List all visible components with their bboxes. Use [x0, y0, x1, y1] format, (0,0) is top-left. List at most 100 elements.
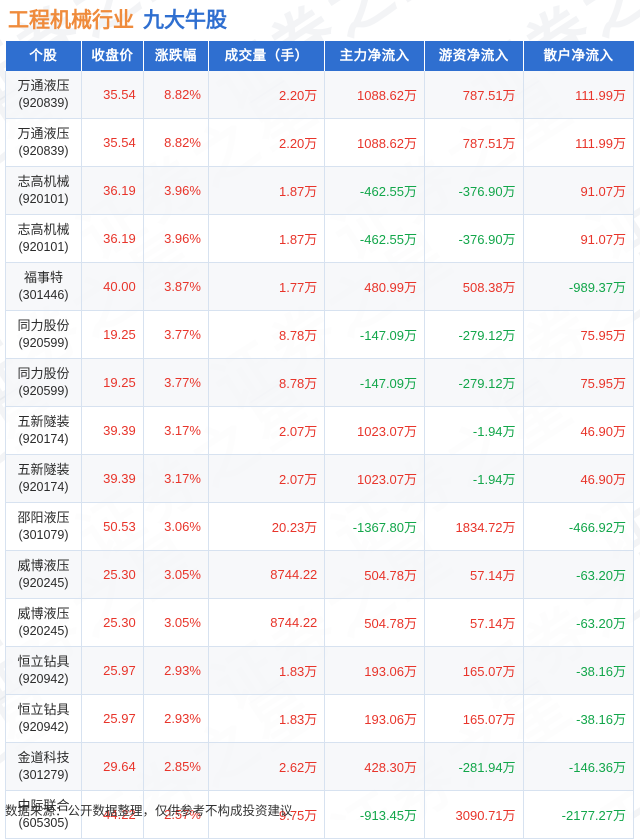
cell-stock-name[interactable]: 同力股份 (920599)	[5, 358, 82, 407]
cell-volume: 20.23万	[207, 502, 326, 551]
cell-volume: 8.78万	[207, 358, 326, 407]
cell-retail-netflow: 91.07万	[522, 166, 635, 215]
cell-close-price: 25.30	[80, 550, 144, 599]
cell-hot-money-netflow: 57.14万	[424, 550, 524, 599]
cell-close-price: 19.25	[80, 358, 144, 407]
column-header-hot[interactable]: 游资净流入	[424, 41, 524, 71]
column-header-vol[interactable]: 成交量（手）	[208, 41, 326, 71]
cell-stock-name[interactable]: 邵阳液压 (301079)	[5, 502, 82, 551]
cell-main-netflow: 480.99万	[324, 262, 426, 311]
cell-stock-name[interactable]: 威博液压 (920245)	[5, 550, 82, 599]
cell-stock-name[interactable]: 金道科技 (301279)	[5, 742, 82, 791]
stock-code-label: (920942)	[18, 719, 69, 734]
cell-volume: 8744.22	[207, 598, 326, 647]
column-header-name[interactable]: 个股	[5, 41, 82, 71]
cell-main-netflow: -462.55万	[324, 214, 426, 263]
cell-volume: 2.20万	[207, 118, 326, 167]
cell-stock-name[interactable]: 五新隧装 (920174)	[5, 406, 82, 455]
table-row[interactable]: 邵阳液压 (301079) 50.53 3.06% 20.23万 -1367.80万 183…	[5, 502, 635, 551]
stock-name-label: 同力股份	[17, 318, 70, 334]
cell-change-pct: 2.93%	[142, 694, 209, 743]
stock-name-label: 志高机械	[17, 222, 70, 238]
column-header-price[interactable]: 收盘价	[81, 41, 144, 71]
table-row[interactable]: 恒立钻具 (920942) 25.97 2.93% 1.83万 193.06万 165.07…	[5, 694, 635, 743]
cell-change-pct: 3.87%	[142, 262, 209, 311]
cell-stock-name[interactable]: 恒立钻具 (920942)	[5, 694, 82, 743]
cell-close-price: 39.39	[80, 406, 144, 455]
cell-retail-netflow: 75.95万	[522, 358, 635, 407]
cell-hot-money-netflow: 165.07万	[424, 694, 524, 743]
cell-volume: 8.78万	[207, 310, 326, 359]
table-row[interactable]: 福事特 (301446) 40.00 3.87% 1.77万 480.99万 508.38万…	[5, 262, 635, 311]
table-row[interactable]: 同力股份 (920599) 19.25 3.77% 8.78万 -147.09万 -279.…	[5, 310, 635, 359]
stock-name-label: 金道科技	[17, 750, 70, 766]
cell-change-pct: 8.82%	[142, 118, 209, 167]
cell-stock-name[interactable]: 志高机械 (920101)	[5, 166, 82, 215]
cell-stock-name[interactable]: 威博液压 (920245)	[5, 598, 82, 647]
cell-main-netflow: 1088.62万	[324, 118, 426, 167]
cell-close-price: 19.25	[80, 310, 144, 359]
cell-change-pct: 3.96%	[142, 214, 209, 263]
cell-main-netflow: 193.06万	[324, 646, 426, 695]
column-header-ret[interactable]: 散户净流入	[523, 41, 634, 71]
cell-change-pct: 2.93%	[142, 646, 209, 695]
stock-code-label: (920942)	[18, 671, 69, 686]
cell-stock-name[interactable]: 福事特 (301446)	[5, 262, 82, 311]
stock-name-label: 恒立钻具	[17, 702, 70, 718]
cell-close-price: 36.19	[80, 214, 144, 263]
cell-close-price: 35.54	[80, 71, 144, 119]
table-row[interactable]: 万通液压 (920839) 35.54 8.82% 2.20万 1088.62万 787.5…	[5, 118, 635, 167]
table-row[interactable]: 志高机械 (920101) 36.19 3.96% 1.87万 -462.55万 -376.…	[5, 214, 635, 263]
cell-stock-name[interactable]: 恒立钻具 (920942)	[5, 646, 82, 695]
cell-main-netflow: -147.09万	[324, 310, 426, 359]
cell-hot-money-netflow: 3090.71万	[424, 790, 524, 839]
stock-name-label: 中际联合	[17, 798, 70, 814]
cell-volume: 2.07万	[207, 406, 326, 455]
cell-retail-netflow: 111.99万	[522, 118, 635, 167]
table-row[interactable]: 万通液压 (920839) 35.54 8.82% 2.20万 1088.62万 787.5…	[5, 71, 635, 119]
cell-volume: 2.07万	[207, 454, 326, 503]
column-header-main[interactable]: 主力净流入	[324, 41, 426, 71]
cell-hot-money-netflow: -279.12万	[424, 358, 524, 407]
stock-name-label: 恒立钻具	[17, 654, 70, 670]
cell-retail-netflow: 46.90万	[522, 406, 635, 455]
cell-close-price: 29.64	[80, 742, 144, 791]
table-row[interactable]: 威博液压 (920245) 25.30 3.05% 8744.22 504.78万 57.1…	[5, 598, 635, 647]
cell-change-pct: 3.06%	[142, 502, 209, 551]
cell-change-pct: 2.85%	[142, 742, 209, 791]
cell-retail-netflow: 46.90万	[522, 454, 635, 503]
cell-stock-name[interactable]: 志高机械 (920101)	[5, 214, 82, 263]
cell-volume: 1.83万	[207, 646, 326, 695]
table-row[interactable]: 金道科技 (301279) 29.64 2.85% 2.62万 428.30万 -281.9…	[5, 742, 635, 791]
stock-name-label: 五新隧装	[17, 414, 70, 430]
stock-code-label: (301279)	[18, 767, 69, 782]
cell-change-pct: 3.17%	[142, 406, 209, 455]
table-row[interactable]: 五新隧装 (920174) 39.39 3.17% 2.07万 1023.07万 -1.94…	[5, 454, 635, 503]
cell-close-price: 40.00	[80, 262, 144, 311]
cell-stock-name[interactable]: 万通液压 (920839)	[5, 71, 82, 119]
table-row[interactable]: 五新隧装 (920174) 39.39 3.17% 2.07万 1023.07万 -1.94…	[5, 406, 635, 455]
stock-code-label: (920174)	[18, 431, 69, 446]
cell-stock-name[interactable]: 同力股份 (920599)	[5, 310, 82, 359]
table-row[interactable]: 恒立钻具 (920942) 25.97 2.93% 1.83万 193.06万 165.07…	[5, 646, 635, 695]
table-row[interactable]: 志高机械 (920101) 36.19 3.96% 1.87万 -462.55万 -376.…	[5, 166, 635, 215]
cell-stock-name[interactable]: 五新隧装 (920174)	[5, 454, 82, 503]
cell-retail-netflow: -63.20万	[522, 598, 635, 647]
table-row[interactable]: 同力股份 (920599) 19.25 3.77% 8.78万 -147.09万 -279.…	[5, 358, 635, 407]
table-row[interactable]: 威博液压 (920245) 25.30 3.05% 8744.22 504.78万 57.1…	[5, 550, 635, 599]
stock-name-label: 万通液压	[17, 126, 70, 142]
cell-stock-name[interactable]: 万通液压 (920839)	[5, 118, 82, 167]
stock-code-label: (920101)	[18, 191, 69, 206]
column-header-chg[interactable]: 涨跌幅	[143, 41, 209, 71]
cell-close-price: 39.39	[80, 454, 144, 503]
cell-hot-money-netflow: 57.14万	[424, 598, 524, 647]
cell-main-netflow: 428.30万	[324, 742, 426, 791]
stock-name-label: 志高机械	[17, 174, 70, 190]
stock-name-label: 邵阳液压	[17, 510, 70, 526]
cell-main-netflow: -462.55万	[324, 166, 426, 215]
stock-code-label: (920599)	[18, 335, 69, 350]
cell-change-pct: 3.05%	[142, 550, 209, 599]
cell-change-pct: 3.96%	[142, 166, 209, 215]
cell-close-price: 25.30	[80, 598, 144, 647]
cell-retail-netflow: -38.16万	[522, 694, 635, 743]
